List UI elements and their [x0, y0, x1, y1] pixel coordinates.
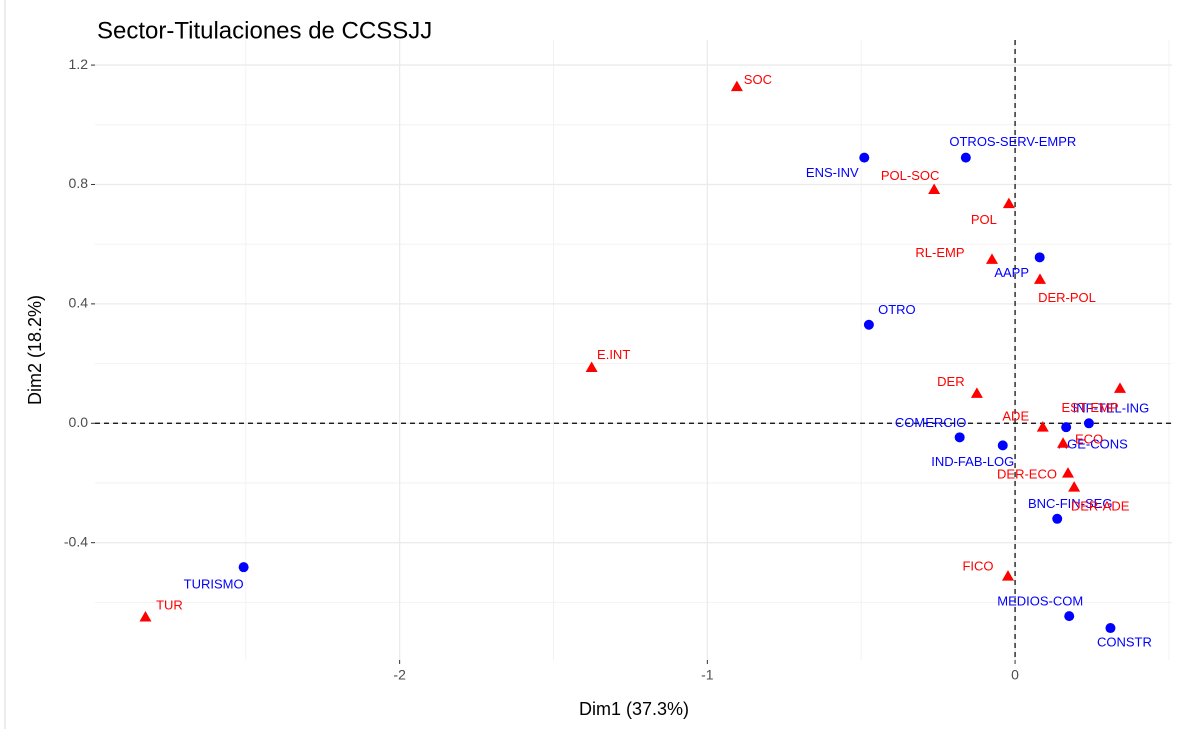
point-label: FICO	[962, 559, 993, 574]
point	[970, 387, 983, 398]
y-tick-label: -0.4	[64, 533, 88, 549]
point-label: ADE	[1002, 409, 1029, 424]
point	[960, 152, 971, 163]
point	[1113, 382, 1126, 393]
chart-title: Sector-Titulaciones de CCSSJJ	[97, 17, 432, 44]
point-label: DER-ADE	[1071, 499, 1130, 514]
x-tick-label: -1	[701, 667, 714, 683]
point	[1033, 273, 1046, 284]
point-label: CONSTR	[1097, 634, 1152, 649]
point-label: TURISMO	[184, 577, 244, 592]
y-axis-title: Dim2 (18.2%)	[25, 295, 45, 405]
point	[1068, 481, 1081, 492]
point-label: POL-SOC	[881, 168, 940, 183]
point	[1052, 513, 1063, 524]
point	[1057, 437, 1070, 448]
y-tick-label: 0.8	[69, 175, 89, 191]
point-label: E.INT	[597, 347, 630, 362]
point-label: DER	[937, 374, 964, 389]
point	[1061, 467, 1074, 478]
y-tick-label: 0.4	[69, 295, 89, 311]
plot-area	[95, 40, 1172, 660]
y-tick-label: 1.2	[69, 56, 89, 72]
point-label: OTROS-SERV-EMPR	[949, 134, 1076, 149]
point-label: POL	[971, 212, 997, 227]
point	[1001, 570, 1014, 581]
point-label: IND-FAB-LOG	[931, 454, 1014, 469]
x-axis-title: Dim1 (37.3%)	[579, 699, 689, 719]
x-tick-label: 0	[1011, 667, 1019, 683]
point-label: INF-TEL-ING	[1073, 401, 1150, 416]
point-label: COMERCIO	[895, 415, 967, 430]
point	[1036, 421, 1049, 432]
point-label: DER-POL	[1038, 290, 1096, 305]
point-label: ECO	[1075, 432, 1103, 447]
y-tick-label: 0.0	[69, 414, 89, 430]
point	[1083, 418, 1094, 429]
point	[238, 562, 249, 573]
point	[139, 611, 152, 622]
point	[863, 319, 874, 330]
point	[1061, 422, 1072, 433]
point-label: BNC-FIN-SEG	[1028, 496, 1113, 511]
point-label: MEDIOS-COM	[997, 594, 1083, 609]
point-label: RL-EMP	[915, 245, 964, 260]
point	[928, 183, 941, 195]
point-label: SOC	[744, 72, 772, 87]
point	[730, 80, 743, 92]
point-label: AAPP	[994, 265, 1029, 280]
point-label: AGE-CONS	[1058, 437, 1128, 452]
point-label: EST-EMP	[1061, 400, 1118, 415]
point-label: DER-ECO	[997, 467, 1057, 482]
point	[1064, 611, 1075, 622]
point	[954, 432, 965, 443]
point-label: ENS-INV	[806, 165, 859, 180]
point	[1002, 197, 1015, 209]
point	[1034, 252, 1045, 263]
point	[985, 253, 998, 264]
x-tick-label: -2	[393, 667, 406, 683]
point	[997, 440, 1008, 451]
point-label: TUR	[156, 597, 183, 612]
point-label: OTRO	[878, 302, 916, 317]
point	[585, 361, 598, 372]
point	[859, 152, 870, 163]
point	[1105, 623, 1116, 634]
